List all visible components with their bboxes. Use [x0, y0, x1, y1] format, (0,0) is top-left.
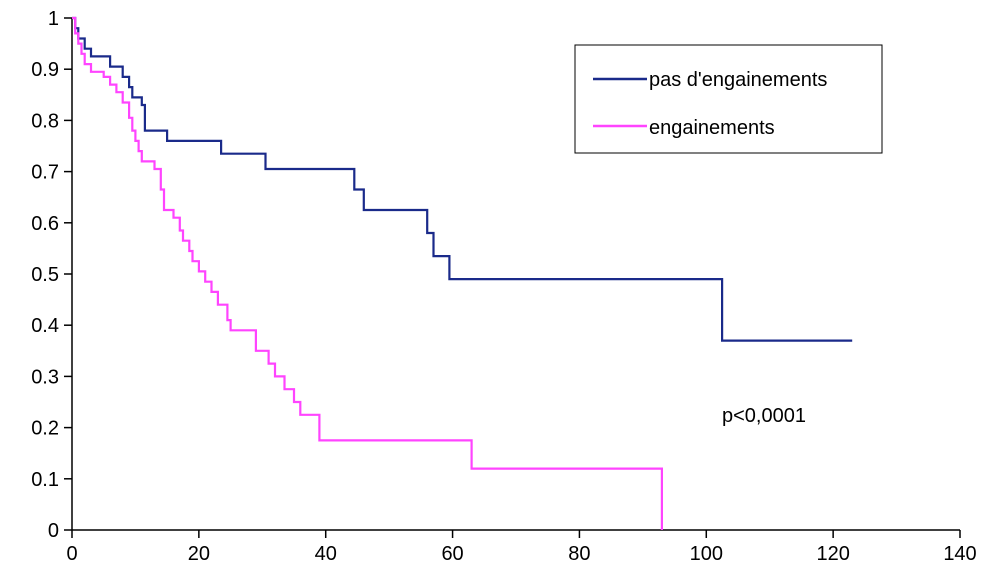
y-tick-label: 0.6: [31, 213, 59, 235]
x-tick-label: 40: [315, 543, 337, 565]
series-line-pas-d-engainements: [72, 16, 853, 342]
x-tick-label: 80: [568, 543, 590, 565]
axes: 0 0.1 0.2 0.3 0.4 0.5 0.6 0.7 0.8 0.9 1 0 20 40 60 80 10…: [31, 8, 977, 565]
legend: pas d'engainements engainements: [574, 44, 883, 154]
legend-label-pas-engainements: pas d'engainements: [649, 69, 827, 91]
legend-box: [574, 44, 883, 154]
y-tick-label: 0.3: [31, 366, 59, 388]
y-tick-label: 0.7: [31, 162, 59, 184]
series-line-engainements: [72, 16, 663, 530]
x-tick-label: 140: [943, 543, 976, 565]
x-tick-label: 20: [188, 543, 210, 565]
x-tick-label: 100: [690, 543, 723, 565]
x-tick-label: 0: [66, 543, 77, 565]
legend-label-engainements: engainements: [649, 117, 775, 139]
y-tick-label: 0.4: [31, 315, 59, 337]
y-tick-label: 0.1: [31, 469, 59, 491]
x-tick-label: 120: [816, 543, 849, 565]
p-value-annotation: p<0,0001: [722, 405, 806, 427]
y-tick-label: 0.5: [31, 264, 59, 286]
series-group: [72, 16, 853, 530]
y-tick-label: 0.9: [31, 59, 59, 81]
y-tick-label: 0.8: [31, 110, 59, 132]
y-tick-label: 0.2: [31, 418, 59, 440]
x-tick-label: 60: [441, 543, 463, 565]
y-tick-label: 1: [48, 8, 59, 30]
y-tick-label: 0: [48, 520, 59, 542]
